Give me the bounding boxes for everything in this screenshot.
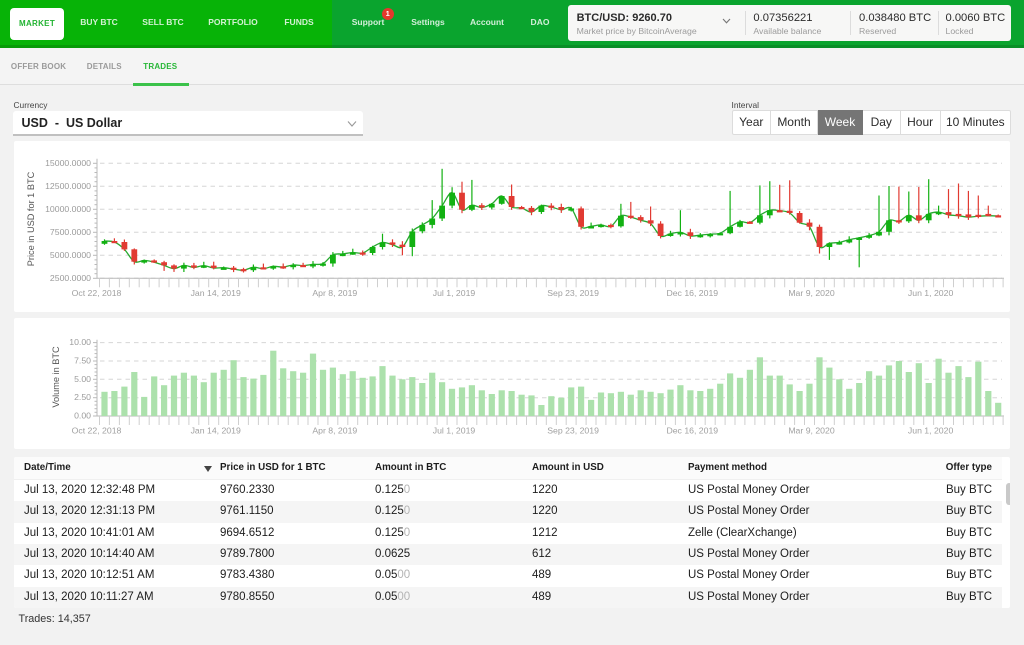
svg-text:Mar 9, 2020: Mar 9, 2020: [788, 426, 835, 436]
svg-text:15000.0000: 15000.0000: [45, 158, 91, 168]
svg-text:Jan 14, 2019: Jan 14, 2019: [191, 288, 241, 298]
svg-text:Sep 23, 2019: Sep 23, 2019: [547, 426, 599, 436]
svg-text:10.00: 10.00: [69, 337, 91, 347]
svg-text:12500.0000: 12500.0000: [45, 181, 91, 191]
svg-text:5000.0000: 5000.0000: [50, 250, 91, 260]
svg-text:10000.0000: 10000.0000: [45, 204, 91, 214]
svg-text:Oct 22, 2018: Oct 22, 2018: [72, 426, 122, 436]
svg-text:Dec 16, 2019: Dec 16, 2019: [666, 426, 718, 436]
svg-text:Jun 1, 2020: Jun 1, 2020: [908, 288, 954, 298]
svg-text:Apr 8, 2019: Apr 8, 2019: [312, 288, 357, 298]
svg-text:Jul 1, 2019: Jul 1, 2019: [433, 288, 476, 298]
svg-text:Sep 23, 2019: Sep 23, 2019: [547, 288, 599, 298]
svg-text:0.00: 0.00: [74, 411, 91, 421]
svg-text:5.00: 5.00: [74, 374, 91, 384]
svg-text:Jan 14, 2019: Jan 14, 2019: [191, 426, 241, 436]
svg-text:Apr 8, 2019: Apr 8, 2019: [312, 426, 357, 436]
svg-text:Jul 1, 2019: Jul 1, 2019: [433, 426, 476, 436]
svg-text:2.50: 2.50: [74, 392, 91, 402]
svg-text:Oct 22, 2018: Oct 22, 2018: [72, 288, 122, 298]
svg-text:Jun 1, 2020: Jun 1, 2020: [908, 426, 954, 436]
svg-text:7.50: 7.50: [74, 356, 91, 366]
svg-text:2500.0000: 2500.0000: [50, 273, 91, 283]
svg-text:Dec 16, 2019: Dec 16, 2019: [666, 288, 718, 298]
svg-text:7500.0000: 7500.0000: [50, 227, 91, 237]
svg-text:Mar 9, 2020: Mar 9, 2020: [788, 288, 835, 298]
